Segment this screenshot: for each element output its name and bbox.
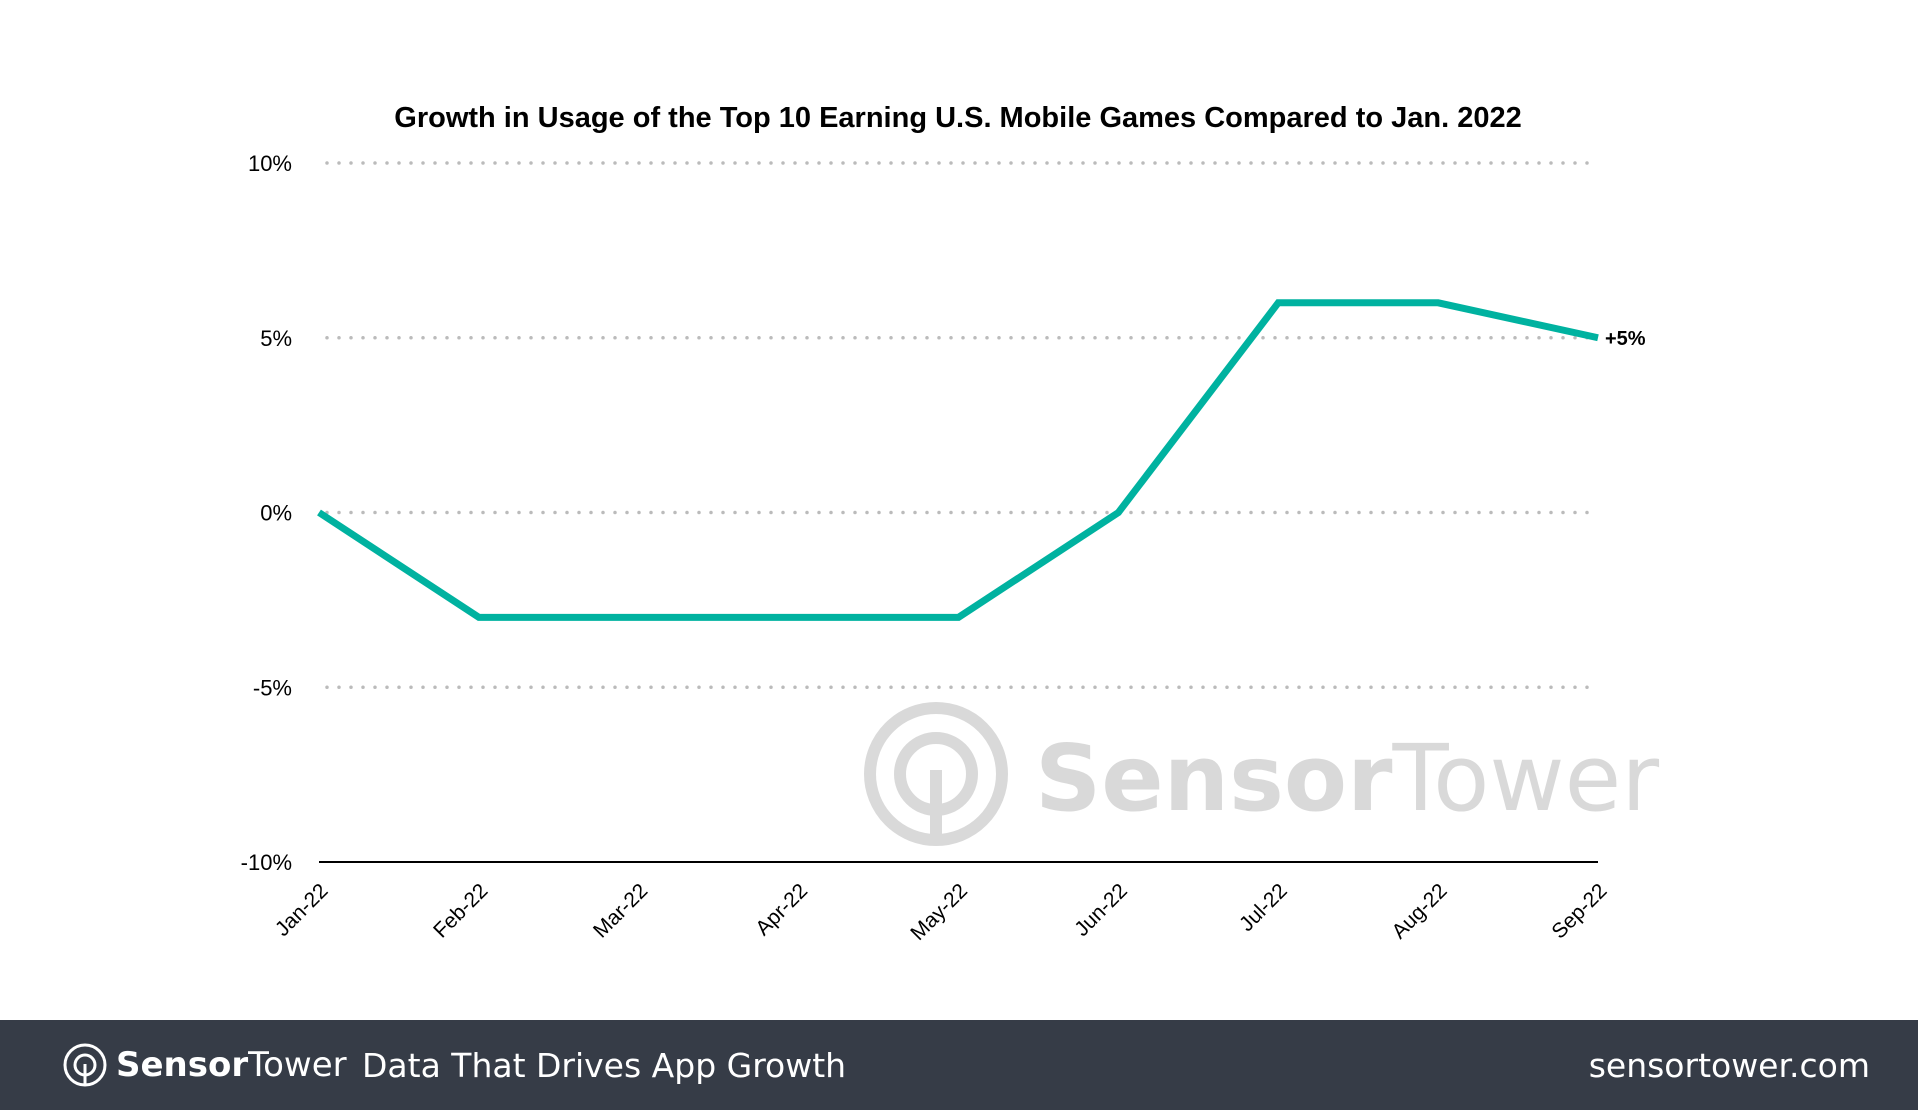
line-chart: Growth in Usage of the Top 10 Earning U.… [241, 102, 1660, 945]
svg-text:SensorTower: SensorTower [1035, 725, 1659, 832]
y-tick-label: -10% [241, 850, 292, 875]
x-tick-label: Jan-22 [271, 879, 333, 941]
footer-bar: SensorTower Data That Drives App Growth … [0, 1020, 1918, 1110]
y-tick-label: 10% [248, 151, 292, 176]
watermark-logo: SensorTower [864, 702, 1659, 846]
x-tick-label: May-22 [906, 879, 972, 945]
y-tick-label: -5% [253, 675, 292, 700]
watermark-text: Sensor [1035, 725, 1393, 832]
footer-url[interactable]: sensortower.com [1588, 1046, 1870, 1085]
y-tick-label: 0% [260, 501, 292, 526]
chart-title: Growth in Usage of the Top 10 Earning U.… [394, 102, 1521, 134]
x-tick-label: Aug-22 [1388, 879, 1452, 943]
x-tick-label: Apr-22 [751, 879, 812, 940]
x-tick-label: Feb-22 [429, 879, 492, 942]
sensortower-logo-icon [63, 1043, 107, 1087]
y-tick-label: 5% [260, 326, 292, 351]
x-tick-label: Jun-22 [1070, 879, 1132, 941]
footer-logo: SensorTower [62, 1042, 347, 1088]
footer-tagline: Data That Drives App Growth [362, 1046, 847, 1085]
x-tick-label: Jul-22 [1235, 879, 1292, 936]
series-line [317, 299, 1599, 621]
x-tick-label: Sep-22 [1547, 879, 1611, 943]
x-tick-label: Mar-22 [589, 879, 652, 942]
end-data-label: +5% [1605, 328, 1646, 350]
